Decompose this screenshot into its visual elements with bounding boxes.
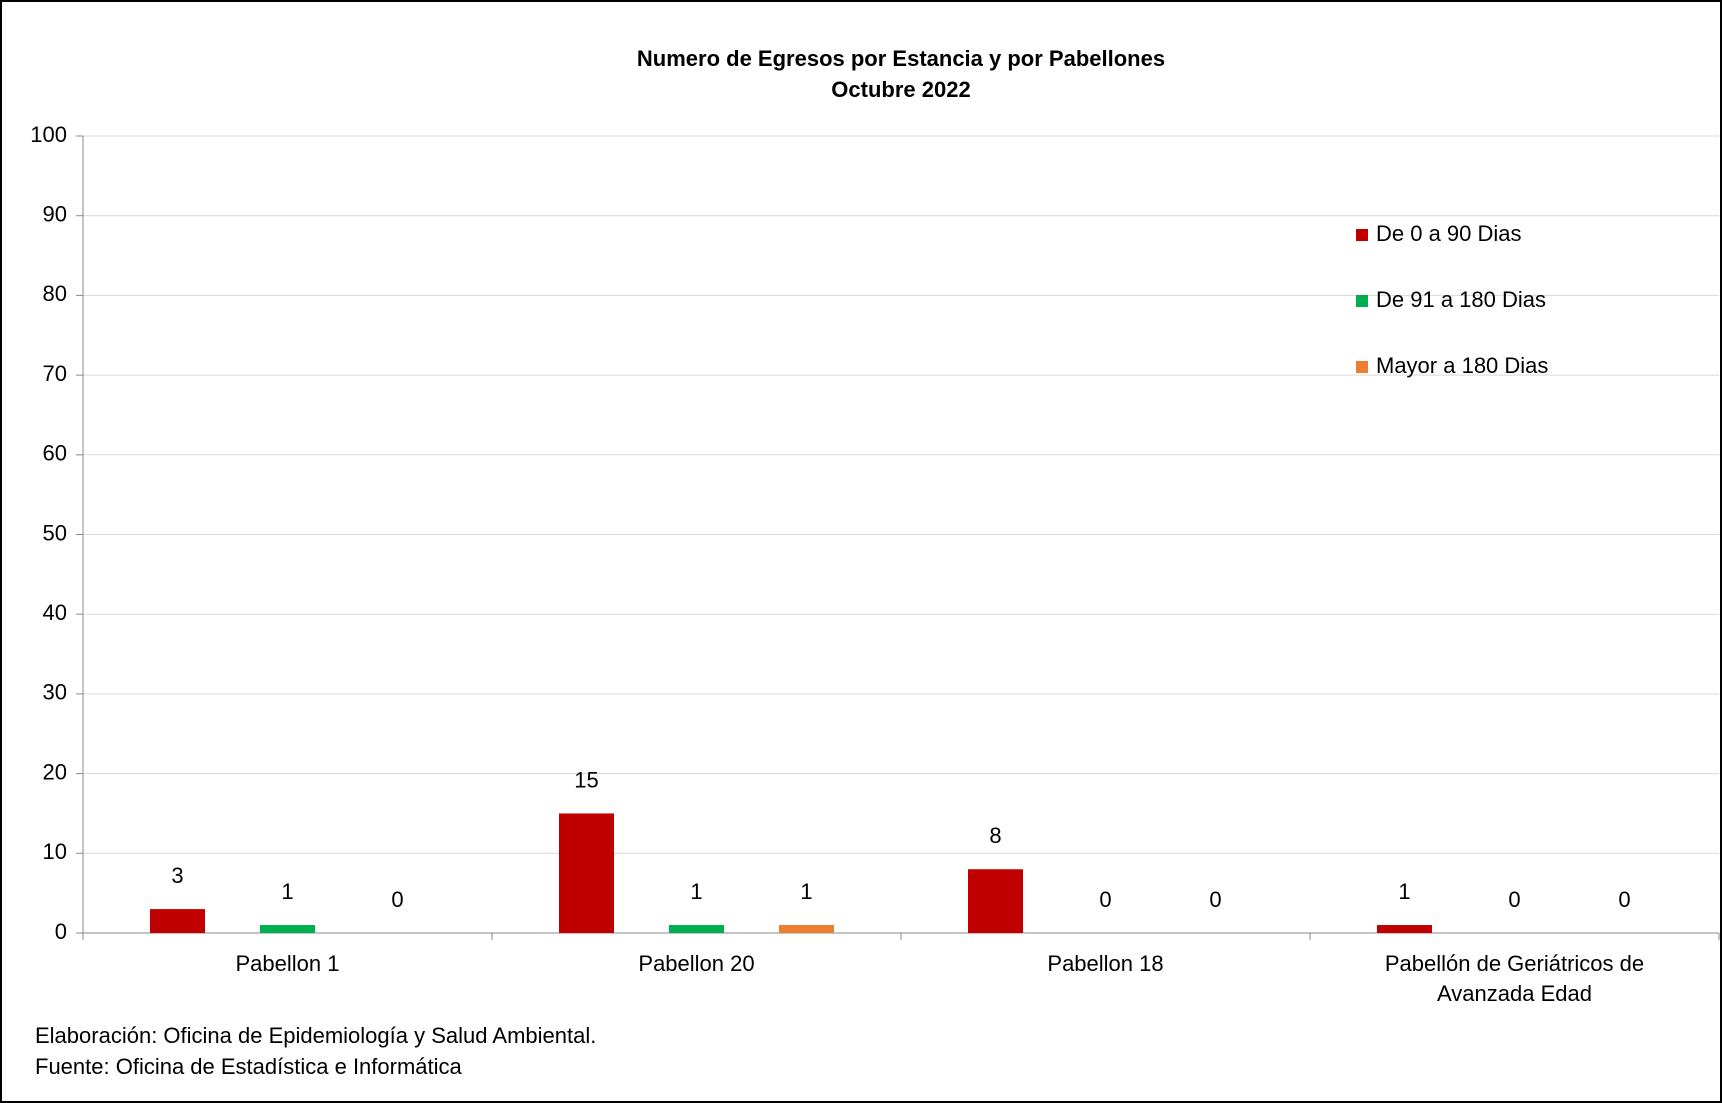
- y-tick-label: 80: [43, 281, 67, 306]
- bar: [559, 813, 614, 933]
- y-tick-label: 60: [43, 441, 67, 466]
- bar: [669, 925, 724, 933]
- data-label: 0: [1508, 887, 1520, 912]
- annotation: Elaboración: Oficina de Epidemiología y …: [35, 1023, 596, 1048]
- bar: [779, 925, 834, 933]
- x-tick-label: Pabellon 18: [1047, 951, 1164, 976]
- data-label: 3: [171, 863, 183, 888]
- legend-swatch: [1356, 295, 1368, 307]
- data-label: 0: [1209, 887, 1221, 912]
- y-tick-label: 50: [43, 520, 67, 545]
- legend-swatch: [1356, 229, 1368, 241]
- y-tick-label: 100: [30, 122, 67, 147]
- y-tick-label: 0: [55, 919, 67, 944]
- x-tick-label: Pabellón de Geriátricos de Avanzada Edad: [1384, 951, 1645, 1006]
- data-label: 1: [1398, 879, 1410, 904]
- x-tick-label: Pabellon 1: [235, 951, 340, 976]
- y-tick-label: 40: [43, 600, 67, 625]
- data-label: 0: [1099, 887, 1111, 912]
- data-label: 0: [1618, 887, 1630, 912]
- y-tick-label: 20: [43, 759, 67, 784]
- y-tick-label: 30: [43, 680, 67, 705]
- legend-label: De 91 a 180 Dias: [1376, 287, 1546, 312]
- chart-title: Numero de Egresos por Estancia y por Pab…: [637, 46, 1165, 71]
- y-tick-label: 70: [43, 361, 67, 386]
- bar: [260, 925, 315, 933]
- data-label: 1: [800, 879, 812, 904]
- annotation: Fuente: Oficina de Estadística e Informá…: [35, 1054, 463, 1079]
- data-label: 15: [574, 767, 598, 792]
- data-label: 1: [281, 879, 293, 904]
- legend-label: De 0 a 90 Dias: [1376, 221, 1522, 246]
- y-tick-label: 10: [43, 839, 67, 864]
- data-label: 8: [989, 823, 1001, 848]
- bar: [1377, 925, 1432, 933]
- bar: [968, 869, 1023, 933]
- legend-label: Mayor a 180 Dias: [1376, 353, 1548, 378]
- bar: [150, 909, 205, 933]
- chart-subtitle: Octubre 2022: [831, 77, 970, 102]
- legend-swatch: [1356, 361, 1368, 373]
- data-label: 1: [690, 879, 702, 904]
- y-tick-label: 90: [43, 202, 67, 227]
- data-label: 0: [391, 887, 403, 912]
- x-tick-label: Pabellon 20: [638, 951, 755, 976]
